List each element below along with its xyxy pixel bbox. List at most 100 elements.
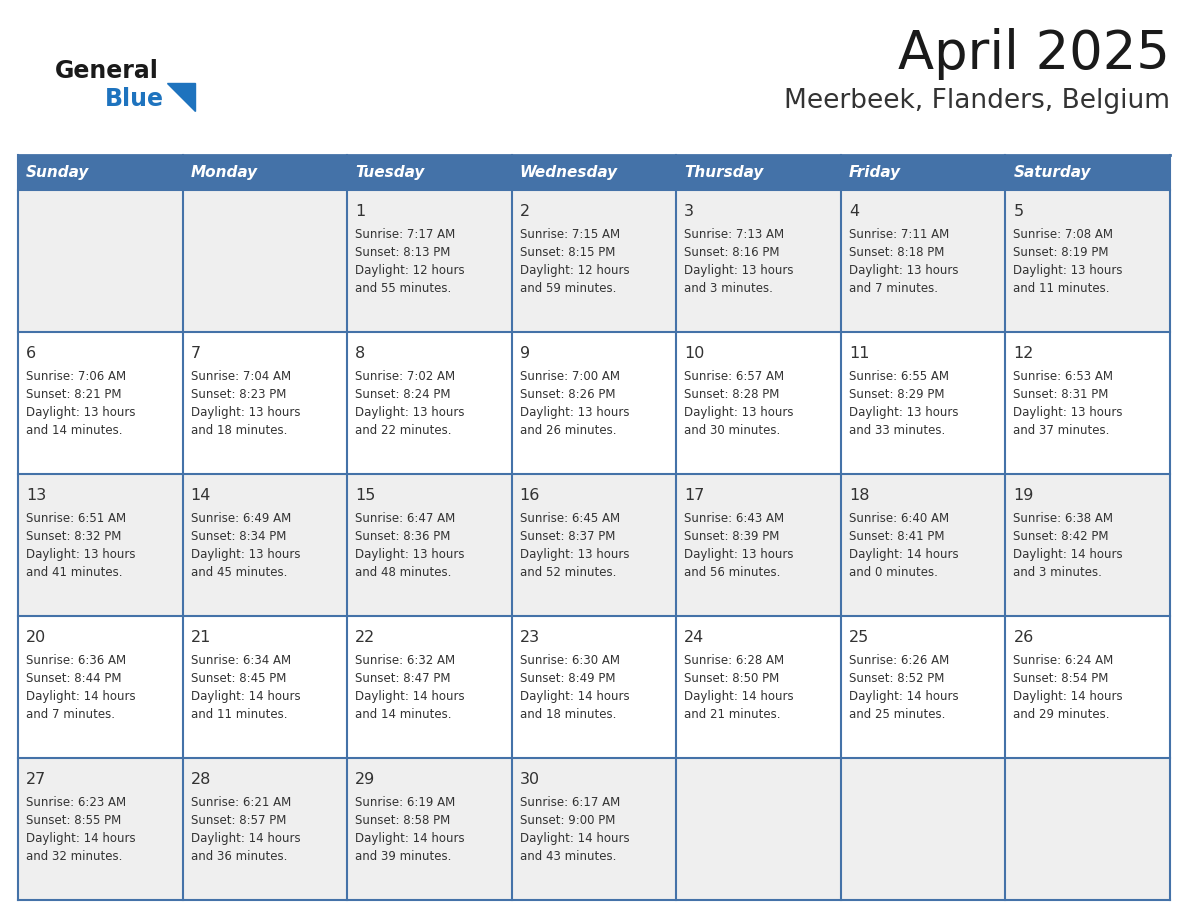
- Text: and 52 minutes.: and 52 minutes.: [519, 566, 617, 579]
- Text: Daylight: 14 hours: Daylight: 14 hours: [355, 832, 465, 845]
- Text: Sunset: 8:32 PM: Sunset: 8:32 PM: [26, 530, 121, 543]
- Text: Daylight: 14 hours: Daylight: 14 hours: [1013, 690, 1123, 703]
- Text: 7: 7: [190, 346, 201, 361]
- Text: Saturday: Saturday: [1013, 165, 1091, 180]
- Text: 1: 1: [355, 204, 366, 219]
- Text: Daylight: 13 hours: Daylight: 13 hours: [355, 406, 465, 419]
- Text: and 0 minutes.: and 0 minutes.: [849, 566, 937, 579]
- Text: and 45 minutes.: and 45 minutes.: [190, 566, 287, 579]
- Text: 25: 25: [849, 630, 870, 645]
- Text: and 56 minutes.: and 56 minutes.: [684, 566, 781, 579]
- Text: Sunset: 9:00 PM: Sunset: 9:00 PM: [519, 814, 615, 827]
- Text: Wednesday: Wednesday: [519, 165, 618, 180]
- Text: Daylight: 14 hours: Daylight: 14 hours: [190, 832, 301, 845]
- Text: Sunset: 8:47 PM: Sunset: 8:47 PM: [355, 672, 450, 685]
- Text: Sunrise: 6:47 AM: Sunrise: 6:47 AM: [355, 512, 455, 525]
- Text: 10: 10: [684, 346, 704, 361]
- Text: 28: 28: [190, 772, 211, 787]
- Text: Sunrise: 7:08 AM: Sunrise: 7:08 AM: [1013, 228, 1113, 241]
- Text: 9: 9: [519, 346, 530, 361]
- Text: Daylight: 14 hours: Daylight: 14 hours: [519, 690, 630, 703]
- Text: 21: 21: [190, 630, 211, 645]
- Text: and 7 minutes.: and 7 minutes.: [849, 282, 937, 295]
- Bar: [18, 332, 1170, 474]
- Text: Sunset: 8:26 PM: Sunset: 8:26 PM: [519, 388, 615, 401]
- Text: Daylight: 13 hours: Daylight: 13 hours: [849, 406, 959, 419]
- Text: Sunrise: 6:19 AM: Sunrise: 6:19 AM: [355, 796, 455, 809]
- Text: 18: 18: [849, 488, 870, 503]
- Text: 20: 20: [26, 630, 46, 645]
- Text: and 55 minutes.: and 55 minutes.: [355, 282, 451, 295]
- Text: and 29 minutes.: and 29 minutes.: [1013, 708, 1110, 721]
- Text: Sunrise: 6:38 AM: Sunrise: 6:38 AM: [1013, 512, 1113, 525]
- Text: General: General: [55, 59, 159, 83]
- Text: Sunset: 8:50 PM: Sunset: 8:50 PM: [684, 672, 779, 685]
- Text: 15: 15: [355, 488, 375, 503]
- Text: and 37 minutes.: and 37 minutes.: [1013, 424, 1110, 437]
- Text: and 36 minutes.: and 36 minutes.: [190, 850, 287, 863]
- Text: Sunset: 8:19 PM: Sunset: 8:19 PM: [1013, 246, 1108, 259]
- Text: and 18 minutes.: and 18 minutes.: [519, 708, 617, 721]
- Text: Sunrise: 7:13 AM: Sunrise: 7:13 AM: [684, 228, 784, 241]
- Text: 2: 2: [519, 204, 530, 219]
- Text: Daylight: 14 hours: Daylight: 14 hours: [849, 690, 959, 703]
- Text: and 11 minutes.: and 11 minutes.: [1013, 282, 1110, 295]
- Text: Sunset: 8:36 PM: Sunset: 8:36 PM: [355, 530, 450, 543]
- Text: Sunday: Sunday: [26, 165, 89, 180]
- Text: Daylight: 13 hours: Daylight: 13 hours: [355, 548, 465, 561]
- Text: Daylight: 13 hours: Daylight: 13 hours: [684, 264, 794, 277]
- Text: and 7 minutes.: and 7 minutes.: [26, 708, 115, 721]
- Text: 3: 3: [684, 204, 694, 219]
- Text: Daylight: 13 hours: Daylight: 13 hours: [519, 406, 630, 419]
- Text: April 2025: April 2025: [898, 28, 1170, 80]
- Text: Sunset: 8:55 PM: Sunset: 8:55 PM: [26, 814, 121, 827]
- Text: Sunrise: 6:36 AM: Sunrise: 6:36 AM: [26, 654, 126, 667]
- Text: and 18 minutes.: and 18 minutes.: [190, 424, 287, 437]
- Text: Sunrise: 6:34 AM: Sunrise: 6:34 AM: [190, 654, 291, 667]
- Text: Sunset: 8:13 PM: Sunset: 8:13 PM: [355, 246, 450, 259]
- Text: 29: 29: [355, 772, 375, 787]
- Text: and 3 minutes.: and 3 minutes.: [684, 282, 773, 295]
- Text: Sunrise: 6:23 AM: Sunrise: 6:23 AM: [26, 796, 126, 809]
- Text: Sunset: 8:44 PM: Sunset: 8:44 PM: [26, 672, 121, 685]
- Text: 27: 27: [26, 772, 46, 787]
- Text: Sunrise: 6:53 AM: Sunrise: 6:53 AM: [1013, 370, 1113, 383]
- Text: Blue: Blue: [105, 87, 164, 111]
- Text: Sunset: 8:28 PM: Sunset: 8:28 PM: [684, 388, 779, 401]
- Text: Sunrise: 7:06 AM: Sunrise: 7:06 AM: [26, 370, 126, 383]
- Text: Daylight: 13 hours: Daylight: 13 hours: [1013, 264, 1123, 277]
- Bar: [1005, 155, 1170, 190]
- Text: Sunset: 8:54 PM: Sunset: 8:54 PM: [1013, 672, 1108, 685]
- Text: and 48 minutes.: and 48 minutes.: [355, 566, 451, 579]
- Text: 12: 12: [1013, 346, 1034, 361]
- Text: Daylight: 13 hours: Daylight: 13 hours: [26, 406, 135, 419]
- Text: and 3 minutes.: and 3 minutes.: [1013, 566, 1102, 579]
- Text: Sunset: 8:41 PM: Sunset: 8:41 PM: [849, 530, 944, 543]
- Bar: [18, 155, 183, 190]
- Bar: [841, 155, 1005, 190]
- Text: Sunset: 8:37 PM: Sunset: 8:37 PM: [519, 530, 615, 543]
- Text: Daylight: 12 hours: Daylight: 12 hours: [519, 264, 630, 277]
- Text: Sunrise: 6:45 AM: Sunrise: 6:45 AM: [519, 512, 620, 525]
- Text: Daylight: 14 hours: Daylight: 14 hours: [519, 832, 630, 845]
- Text: and 22 minutes.: and 22 minutes.: [355, 424, 451, 437]
- Text: and 11 minutes.: and 11 minutes.: [190, 708, 287, 721]
- Bar: [347, 155, 512, 190]
- Text: Daylight: 13 hours: Daylight: 13 hours: [684, 548, 794, 561]
- Text: Sunrise: 7:02 AM: Sunrise: 7:02 AM: [355, 370, 455, 383]
- Text: Sunset: 8:49 PM: Sunset: 8:49 PM: [519, 672, 615, 685]
- Text: 26: 26: [1013, 630, 1034, 645]
- Text: Meerbeek, Flanders, Belgium: Meerbeek, Flanders, Belgium: [784, 88, 1170, 114]
- Text: Sunset: 8:21 PM: Sunset: 8:21 PM: [26, 388, 121, 401]
- Text: Daylight: 13 hours: Daylight: 13 hours: [684, 406, 794, 419]
- Text: and 14 minutes.: and 14 minutes.: [26, 424, 122, 437]
- Text: Sunrise: 6:17 AM: Sunrise: 6:17 AM: [519, 796, 620, 809]
- Text: Daylight: 14 hours: Daylight: 14 hours: [849, 548, 959, 561]
- Text: Daylight: 14 hours: Daylight: 14 hours: [26, 690, 135, 703]
- Text: Sunrise: 6:26 AM: Sunrise: 6:26 AM: [849, 654, 949, 667]
- Text: Daylight: 14 hours: Daylight: 14 hours: [26, 832, 135, 845]
- Text: Sunrise: 6:24 AM: Sunrise: 6:24 AM: [1013, 654, 1113, 667]
- Text: 23: 23: [519, 630, 539, 645]
- Text: Sunrise: 7:15 AM: Sunrise: 7:15 AM: [519, 228, 620, 241]
- Text: Tuesday: Tuesday: [355, 165, 424, 180]
